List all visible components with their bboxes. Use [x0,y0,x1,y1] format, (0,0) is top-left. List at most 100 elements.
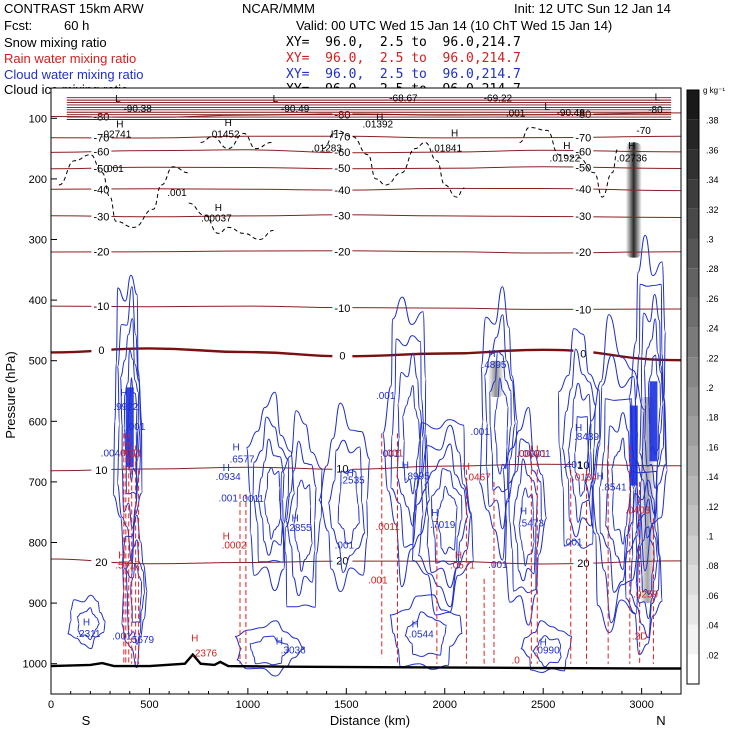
model-title: CONTRAST 15km ARW [4,1,144,16]
cloud-water-contour [520,620,573,674]
colorbar-label: .1 [706,532,714,542]
terrain-line [51,652,681,670]
upper-label: L [273,94,279,105]
cloud-water-label: .7019 [430,520,455,531]
upper-label: L [544,102,550,113]
rain-label: .0011 [118,448,143,459]
colorbar-swatch [687,624,699,655]
cloud-water-label: H [412,619,419,630]
legend-cloudwater-xy: XY= 96.0, 2.5 to 96.0,214.7 [286,67,521,82]
cloud-water-contour [411,419,475,616]
cloud-water-label: H [597,471,604,482]
cloud-water-label: H [223,463,230,474]
colorbar-label: .2 [706,383,714,393]
upper-label: H [563,141,570,152]
temp-label: -30 [334,210,350,222]
upper-label: H [376,113,383,124]
cloud-water-contour [561,348,597,538]
x-tick-label: 2000 [433,699,457,711]
cloud-water-label: H [120,388,127,399]
upper-label: H [331,130,338,141]
colorbar-label: .04 [706,621,719,631]
temp-contour--50 [51,166,681,170]
cloud-water-contour [583,314,645,634]
cloud-water-contour [639,526,655,596]
cloud-water-label: .6577 [229,455,254,466]
colorbar-label: .16 [706,442,719,452]
cloud-water-label: .9922 [113,402,138,413]
x-end-north: N [656,713,665,728]
cloud-water-label: .8995 [405,471,430,482]
cloud-water-contour [518,487,535,567]
cloud-water-contour [493,377,509,475]
temp-label: 0 [98,345,104,357]
colorbar-swatch [687,268,699,298]
upper-label: -90.38 [123,104,152,115]
rain-label: H [463,462,470,473]
colorbar-label: .38 [706,116,719,126]
colorbar-label: .12 [706,502,719,512]
rain-label: .0467 [466,473,491,484]
upper-label: .001 [104,164,124,175]
cloud-water-label: .00401 [101,448,132,459]
colorbar-label: .32 [706,205,719,215]
x-end-south: S [82,713,91,728]
cloud-water-contour [417,424,472,608]
temp-label: -10 [93,301,109,313]
cloud-water-contour [402,384,421,495]
init-time: Init: 12 UTC Sun 12 Jan 14 [514,1,671,16]
temp-label: -70 [575,133,591,145]
temp-label: -40 [575,184,591,196]
upper-label: .01922 [550,153,581,164]
x-tick-label: 0 [48,699,54,711]
cloud-water-label: H [232,442,239,453]
cloud-water-contour [337,469,360,545]
upper-label: .01283 [311,144,342,155]
rain-label: H [223,531,230,542]
colorbar-label: .3 [706,235,714,245]
legend-cloudwater-name: Cloud water mixing ratio [4,67,144,82]
cloud-water-contour [390,335,427,548]
cloud-water-label: .8439 [574,432,599,443]
rain-label: .2D [632,631,648,642]
temp-label: -30 [575,211,591,223]
temp-label: -50 [93,163,109,175]
cloud-water-contour [624,470,663,656]
upper-label: L [115,94,121,105]
upper-label: -90.48 [557,108,586,119]
colorbar-swatch [687,594,699,625]
colorbar-frame [686,89,700,685]
colorbar-label: .34 [706,175,719,185]
upper-label: -69.22 [484,93,513,104]
cloud-water-label: .4895 [481,360,506,371]
cloud-water-core [629,405,638,486]
rain-label: .0002 [222,541,247,552]
cloud-water-label: .401 [563,460,583,471]
cloud-water-label: H [575,423,582,434]
rain-label: H [118,550,125,561]
y-tick-label: 500 [29,356,47,368]
rain-label: .00001 [516,449,547,460]
cloud-water-contour [327,439,366,573]
cloud-water-label: .001 [380,449,400,460]
colorbar-label: .22 [706,353,719,363]
colorbar-swatch [687,446,699,477]
cloud-water-contour [629,479,661,639]
colorbar-swatch [687,535,699,566]
x-tick-label: 1000 [236,699,260,711]
forecast-hours: 60 h [64,18,90,33]
cloud-water-label: .001 [470,427,490,438]
upper-label: -80 [648,105,663,116]
colorbar-label: .02 [706,650,719,660]
cloud-water-contour [634,498,659,620]
colorbar-swatch [687,238,699,269]
temp-label: -30 [93,211,109,223]
rain-label: .0 [511,656,520,667]
cloud-water-label: H [292,513,299,524]
colorbar-swatch [687,119,699,150]
temp-label: -50 [334,163,350,175]
x-tick-label: 500 [140,699,158,711]
colorbar-swatch [687,416,699,447]
temp-label: -20 [575,247,591,259]
cloud-water-label: .001 [112,631,132,642]
